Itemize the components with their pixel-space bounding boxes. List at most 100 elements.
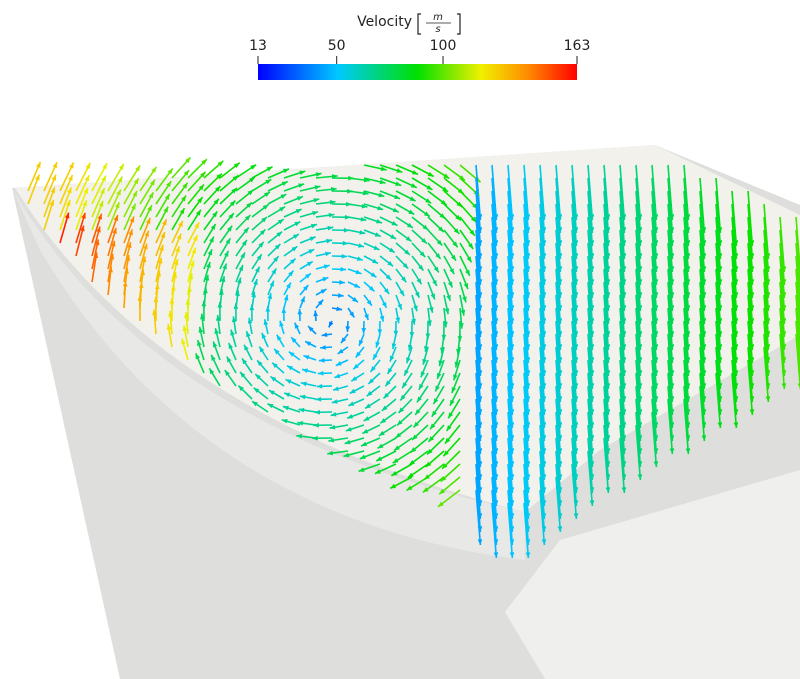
glyph-shaft bbox=[587, 255, 594, 312]
glyph-head bbox=[378, 192, 385, 198]
glyph-shaft bbox=[587, 307, 594, 364]
glyph-shaft bbox=[651, 216, 658, 273]
glyph-shaft bbox=[523, 164, 530, 221]
glyph-shaft bbox=[555, 411, 562, 468]
glyph-shaft bbox=[651, 203, 658, 260]
glyph-head bbox=[352, 297, 358, 303]
glyph-shaft bbox=[523, 177, 530, 234]
glyph-shaft bbox=[491, 346, 498, 403]
glyph-head bbox=[404, 369, 409, 376]
glyph-shaft bbox=[587, 203, 594, 260]
glyph-shaft bbox=[539, 346, 546, 403]
glyph-head bbox=[279, 320, 284, 327]
glyph-shaft bbox=[507, 255, 514, 312]
glyph-head bbox=[211, 354, 216, 361]
glyph-head bbox=[443, 173, 450, 179]
glyph-head bbox=[247, 189, 254, 196]
glyph-head bbox=[310, 223, 317, 229]
glyph-shaft bbox=[507, 216, 514, 273]
glyph-shaft bbox=[523, 359, 530, 416]
glyph-shaft bbox=[667, 242, 674, 299]
glyph-shaft bbox=[603, 437, 610, 494]
glyph-shaft bbox=[587, 372, 594, 429]
glyph-head bbox=[541, 539, 547, 545]
glyph-shaft bbox=[491, 190, 498, 247]
glyph-head bbox=[214, 328, 219, 335]
color-ramp bbox=[258, 64, 577, 80]
glyph-head bbox=[395, 432, 402, 438]
glyph-shaft bbox=[747, 229, 754, 286]
glyph-shaft bbox=[507, 307, 514, 364]
glyph-shaft bbox=[507, 372, 514, 429]
glyph-head bbox=[366, 390, 373, 397]
glyph-shaft bbox=[475, 450, 482, 507]
glyph-head bbox=[297, 308, 303, 315]
glyph-shaft bbox=[699, 255, 706, 312]
glyph-shaft bbox=[699, 281, 706, 338]
glyph-shaft bbox=[715, 242, 722, 299]
glyph-head bbox=[148, 192, 154, 199]
glyph-head bbox=[328, 321, 334, 328]
glyph-head bbox=[445, 437, 451, 444]
glyph-shaft bbox=[635, 359, 642, 416]
glyph-head bbox=[254, 266, 260, 273]
glyph-head bbox=[412, 170, 419, 175]
glyph-shaft bbox=[603, 203, 610, 260]
glyph-head bbox=[93, 252, 99, 259]
glyph-shaft bbox=[715, 372, 722, 429]
glyph-shaft bbox=[555, 294, 562, 351]
glyph-shaft bbox=[507, 164, 514, 221]
glyph-head bbox=[185, 157, 191, 164]
glyph-shaft bbox=[619, 372, 626, 429]
glyph-head bbox=[296, 196, 303, 201]
glyph-shaft bbox=[475, 489, 482, 546]
glyph-head bbox=[267, 403, 274, 409]
glyph-shaft bbox=[635, 216, 642, 273]
glyph-head bbox=[469, 229, 475, 236]
glyph-head bbox=[397, 303, 402, 310]
glyph-shaft bbox=[619, 346, 626, 403]
glyph-head bbox=[268, 390, 275, 395]
glyph-head bbox=[267, 293, 273, 300]
glyph-shaft bbox=[651, 255, 658, 312]
glyph-shaft bbox=[475, 437, 482, 494]
glyph-head bbox=[344, 439, 351, 445]
glyph-shaft bbox=[539, 177, 546, 234]
glyph-shaft bbox=[763, 333, 770, 390]
glyph-head bbox=[312, 211, 319, 216]
glyph-shaft bbox=[619, 229, 626, 286]
glyph-shaft bbox=[731, 333, 738, 390]
glyph-shaft bbox=[491, 476, 498, 533]
glyph-head bbox=[253, 279, 258, 286]
glyph-shaft bbox=[683, 398, 690, 455]
glyph-head bbox=[353, 363, 359, 370]
glyph-shaft bbox=[635, 333, 642, 390]
glyph-shaft bbox=[779, 268, 786, 325]
glyph-head bbox=[416, 396, 422, 403]
glyph-shaft bbox=[635, 177, 642, 234]
glyph-head bbox=[262, 204, 269, 210]
glyph-shaft bbox=[619, 190, 626, 247]
glyph-shaft bbox=[491, 424, 498, 481]
glyph-head bbox=[329, 199, 336, 205]
glyph-head bbox=[222, 263, 227, 270]
glyph-head bbox=[393, 330, 399, 337]
glyph-head bbox=[171, 284, 176, 291]
glyph-head bbox=[460, 309, 466, 316]
glyph-head bbox=[113, 215, 119, 222]
glyph-head bbox=[274, 243, 281, 250]
glyph-head bbox=[289, 258, 296, 265]
glyph-head bbox=[64, 212, 70, 219]
glyph-head bbox=[337, 348, 344, 354]
glyph-head bbox=[172, 272, 178, 278]
glyph-shaft bbox=[779, 320, 786, 377]
glyph-head bbox=[98, 200, 104, 207]
glyph-shaft bbox=[587, 411, 594, 468]
glyph-head bbox=[440, 199, 447, 206]
glyph-shaft bbox=[523, 450, 530, 507]
glyph-shaft bbox=[683, 190, 690, 247]
glyph-shaft bbox=[491, 164, 498, 221]
glyph-head bbox=[296, 433, 303, 439]
glyph-head bbox=[363, 416, 370, 421]
glyph-shaft bbox=[747, 242, 754, 299]
